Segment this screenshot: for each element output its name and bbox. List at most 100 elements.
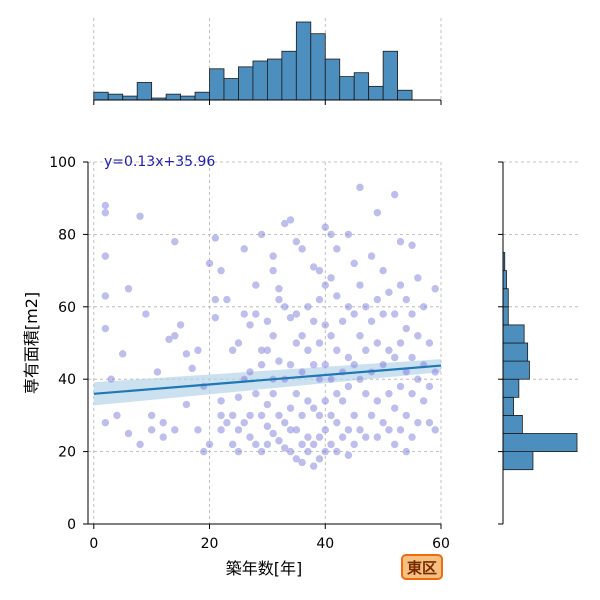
scatter-point-154 (373, 433, 382, 441)
scatter-point-90 (309, 263, 318, 271)
scatter-point-110 (327, 230, 335, 239)
scatter-point-141 (356, 426, 364, 434)
scatter-point-7 (124, 285, 133, 293)
scatter-point-99 (315, 375, 324, 383)
scatter-point-213 (246, 321, 254, 329)
right-hist-bar-3 (502, 396, 514, 416)
scatter-point-209 (176, 321, 185, 329)
scatter-point-140 (356, 375, 364, 383)
scatter-point-72 (286, 447, 295, 456)
scatter-point-65 (281, 418, 289, 427)
scatter-point-176 (402, 411, 410, 420)
scatter-point-75 (292, 339, 301, 347)
scatter-point-191 (425, 382, 434, 391)
y-tick-label-3: 60 (58, 300, 76, 316)
top-hist-bar-14 (295, 21, 312, 101)
scatter-point-157 (379, 361, 387, 369)
scatter-point-184 (414, 332, 422, 340)
scatter-point-128 (344, 353, 353, 362)
scatter-point-71 (286, 426, 295, 434)
scatter-point-147 (367, 317, 376, 325)
scatter-point-45 (257, 411, 266, 420)
fit-line (93, 364, 442, 395)
scatter-point-1 (101, 208, 110, 217)
x-tick-label-3: 60 (432, 536, 450, 552)
scatter-point-159 (385, 288, 393, 297)
scatter-point-31 (234, 447, 243, 456)
scatter-point-162 (385, 426, 393, 434)
scatter-point-98 (315, 339, 324, 347)
scatter-point-136 (350, 440, 358, 449)
scatter-point-200 (147, 411, 156, 420)
scatter-point-174 (402, 324, 410, 333)
scatter-point-153 (373, 397, 382, 405)
scatter-point-30 (234, 426, 243, 434)
scatter-point-142 (362, 303, 370, 311)
top-hist-bar-8 (209, 68, 225, 101)
scatter-point-59 (275, 357, 283, 365)
scatter-point-203 (182, 400, 191, 409)
scatter-point-177 (402, 447, 410, 456)
scatter-point-155 (379, 266, 387, 275)
right-hist-bar-0 (502, 451, 534, 471)
scatter-point-172 (396, 426, 405, 434)
scatter-point-86 (304, 346, 312, 354)
scatter-point-199 (136, 440, 144, 449)
scatter-point-96 (315, 266, 324, 275)
scatter-point-38 (246, 433, 254, 441)
scatter-point-169 (396, 281, 405, 289)
scatter-point-168 (396, 237, 405, 246)
scatter-point-137 (356, 183, 364, 192)
scatter-point-125 (338, 433, 347, 441)
scatter-point-20 (217, 266, 225, 275)
x-tick-label-0: 0 (89, 536, 98, 552)
scatter-point-206 (119, 350, 127, 358)
scatter-point-61 (275, 437, 283, 445)
scatter-point-193 (431, 285, 439, 293)
scatter-point-129 (344, 382, 353, 391)
scatter-point-192 (425, 418, 434, 427)
scatter-point-22 (217, 411, 225, 420)
scatter-point-196 (101, 418, 110, 427)
scatter-point-17 (211, 234, 220, 242)
scatter-point-39 (252, 281, 260, 289)
scatter-point-13 (182, 350, 191, 358)
scatter-point-122 (338, 317, 347, 325)
scatter-point-119 (333, 389, 341, 398)
scatter-point-126 (344, 230, 353, 239)
scatter-point-112 (327, 332, 335, 340)
scatter-point-118 (333, 346, 341, 354)
scatter-point-165 (391, 353, 399, 362)
right-hist-bar-2 (502, 414, 523, 434)
scatter-point-94 (309, 440, 318, 449)
top-hist-bar-3 (136, 82, 153, 101)
scatter-point-202 (171, 426, 179, 434)
scatter-point-190 (425, 339, 434, 347)
scatter-point-9 (147, 426, 156, 434)
top-hist-bar-18 (353, 72, 370, 101)
scatter-point-205 (205, 440, 214, 449)
scatter-point-62 (281, 219, 289, 228)
scatter-point-92 (309, 361, 318, 369)
scatter-point-42 (252, 440, 260, 449)
scatter-point-201 (159, 418, 167, 427)
scatter-point-4 (101, 252, 110, 260)
y-tick-label-5: 100 (49, 155, 76, 171)
scatter-point-15 (200, 447, 208, 456)
fit-line-layer (93, 364, 442, 395)
scatter-point-55 (269, 389, 277, 398)
scatter-point-69 (286, 361, 295, 369)
scatter-point-204 (194, 426, 202, 434)
scatter-point-51 (263, 440, 272, 449)
scatter-point-164 (391, 310, 399, 318)
scatter-point-171 (396, 382, 405, 391)
scatter-point-60 (275, 411, 283, 420)
scatter-point-67 (286, 216, 295, 224)
scatter-point-93 (309, 404, 318, 412)
scatter-point-185 (414, 375, 422, 383)
scatter-point-91 (309, 317, 318, 325)
x-axis-label: 築年数[年] (226, 559, 303, 578)
scatter-point-197 (113, 411, 121, 420)
